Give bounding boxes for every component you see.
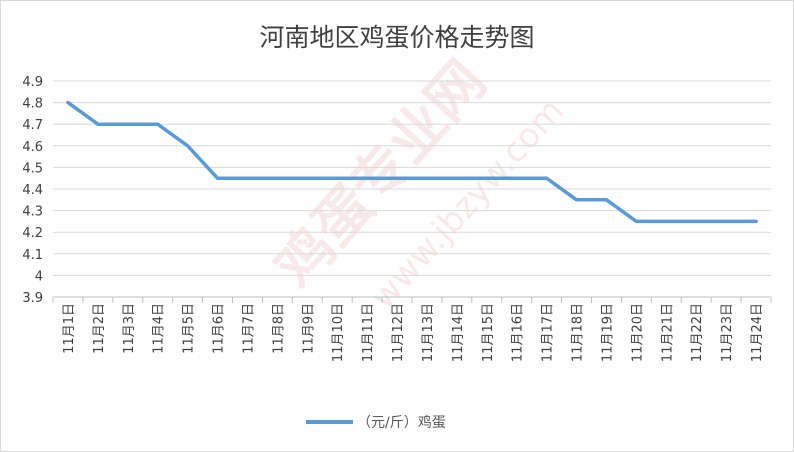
data-point [395, 176, 399, 180]
data-point [754, 219, 758, 223]
data-point [724, 219, 728, 223]
x-tick-label: 11月5日 [182, 303, 197, 354]
x-tick-label: 11月20日 [630, 303, 645, 362]
data-point [305, 176, 309, 180]
legend-label: （元/斤）鸡蛋 [357, 414, 446, 431]
y-tick-label: 4.4 [22, 183, 43, 198]
y-axis-ticks: 3.9 4 4.1 4.2 4.3 4.4 4.5 4.6 4.7 4.8 4.9 [22, 75, 43, 306]
x-tick-label: 11月2日 [92, 303, 107, 354]
watermark-brand: 鸡蛋专业网 [263, 49, 499, 301]
x-tick-label: 11月24日 [750, 303, 765, 362]
x-tick-label: 11月16日 [511, 303, 526, 362]
y-tick-label: 4.5 [22, 161, 43, 176]
chart-title: 河南地区鸡蛋价格走势图 [259, 23, 534, 52]
x-axis: 11月1日 11月2日 11月3日 11月4日 11月5日 11月6日 11月7日 11月8日… [52, 296, 772, 362]
x-tick-label: 11月11日 [361, 303, 376, 362]
y-tick-label: 4.9 [22, 75, 43, 90]
grid [53, 80, 771, 276]
x-tick-label: 11月9日 [301, 303, 316, 354]
x-tick-label: 11月8日 [271, 303, 286, 354]
x-tick-label: 11月18日 [571, 303, 586, 362]
y-tick-label: 4 [35, 269, 43, 284]
x-tick-label: 11月3日 [122, 303, 137, 354]
data-point [156, 122, 160, 126]
data-point [455, 176, 459, 180]
y-tick-label: 4.1 [22, 248, 43, 263]
data-point [96, 122, 100, 126]
y-tick-label: 4.8 [22, 97, 43, 112]
data-point [66, 101, 70, 105]
x-tick-label: 11月1日 [62, 303, 77, 354]
data-point [664, 219, 668, 223]
series-line [66, 100, 758, 224]
x-tick-label: 11月6日 [212, 303, 227, 354]
data-point [275, 176, 279, 180]
data-point [694, 219, 698, 223]
x-tick-label: 11月15日 [481, 303, 496, 362]
x-tick-label: 11月7日 [241, 303, 256, 354]
data-point [485, 176, 489, 180]
data-point [425, 176, 429, 180]
y-tick-label: 4.6 [22, 140, 43, 155]
data-point [515, 176, 519, 180]
x-tick-label: 11月17日 [541, 303, 556, 362]
data-point [365, 176, 369, 180]
data-point [245, 176, 250, 180]
data-point [604, 198, 609, 202]
data-point [215, 176, 220, 180]
data-point [335, 176, 339, 180]
x-tick-label: 11月4日 [152, 303, 167, 354]
x-tick-label: 11月13日 [421, 303, 436, 362]
x-tick-label: 11月14日 [451, 303, 466, 362]
y-tick-label: 3.9 [22, 291, 43, 306]
x-tick-label: 11月23日 [720, 303, 735, 362]
data-point [126, 122, 130, 126]
x-tick-label: 11月19日 [600, 303, 615, 362]
data-point [574, 198, 579, 202]
data-point [545, 176, 549, 180]
y-tick-label: 4.3 [22, 205, 43, 220]
legend: （元/斤）鸡蛋 [306, 414, 446, 431]
data-point [634, 219, 638, 223]
y-tick-label: 4.7 [22, 118, 43, 133]
x-tick-label: 11月12日 [391, 303, 406, 362]
data-point [186, 144, 190, 148]
series-layer [66, 100, 758, 224]
x-tick-label: 11月22日 [690, 303, 705, 362]
x-tick-label: 11月21日 [660, 303, 675, 362]
y-tick-label: 4.2 [22, 226, 43, 241]
x-tick-label: 11月10日 [331, 303, 346, 362]
watermark: 鸡蛋专业网 www.jbzyw.com [263, 49, 572, 317]
